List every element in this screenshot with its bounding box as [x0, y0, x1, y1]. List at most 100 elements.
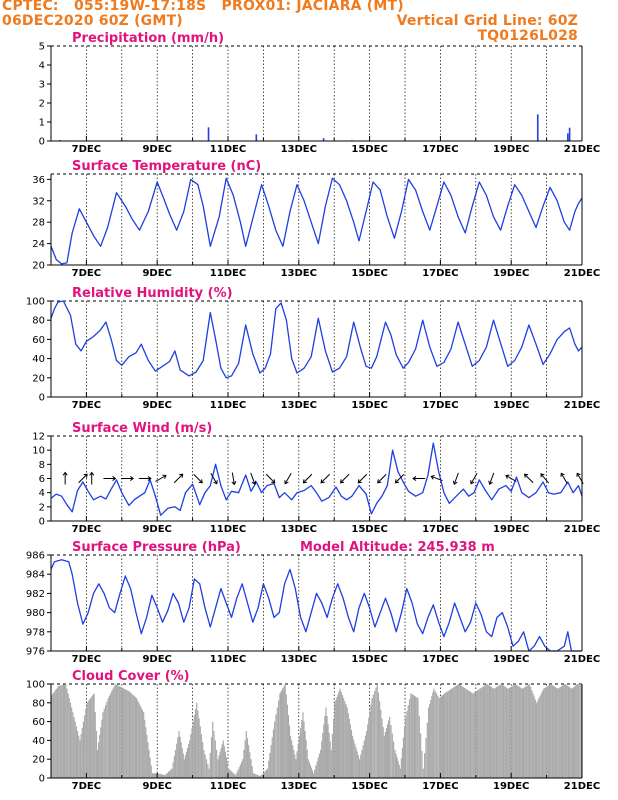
panel-6-cloud-bar [411, 694, 413, 778]
panel-6-cloud-bar [208, 768, 210, 778]
panel-6-cloud-bar [511, 686, 513, 778]
panel-3-x-tick-label: 21DEC [564, 400, 600, 411]
panel-3-y-tick-label: 80 [32, 316, 45, 327]
panel-6-y-tick-label: 100 [26, 680, 45, 691]
panel-6-cloud-bar [221, 744, 223, 778]
panel-6-cloud-bar [197, 710, 199, 778]
panel-1-x-tick-label: 7DEC [72, 144, 101, 155]
panel-6-cloud-bar [345, 704, 347, 778]
panel-6-cloud-bar [388, 720, 390, 778]
panel-6-cloud-bar [307, 759, 309, 778]
panel-6-cloud-bar [99, 734, 101, 778]
panel-6-cloud-bar [58, 685, 60, 778]
wind-arrow-head [231, 481, 237, 486]
panel-6-cloud-bar [146, 734, 148, 778]
panel-6-cloud-bar [451, 688, 453, 778]
wind-arrow-shaft [173, 473, 184, 484]
panel-6-cloud-bar [358, 759, 361, 778]
panel-6-cloud-bar [534, 699, 536, 778]
panel-2-x-tick-label: 13DEC [281, 268, 317, 279]
panel-6-cloud-bar [213, 731, 215, 778]
panel-6-cloud-bar [574, 685, 576, 778]
panel-6-cloud-bar [115, 684, 118, 778]
panel-6-cloud-bar [223, 746, 225, 778]
panel-6-cloud-bar [84, 715, 86, 778]
wind-arrow-shaft [210, 473, 218, 484]
panel-6-cloud-bar [515, 684, 518, 778]
panel-6-cloud-bar [61, 684, 63, 778]
panel-6-cloud-bar [111, 691, 113, 778]
panel-6-cloud-bar [317, 757, 319, 778]
panel-6-cloud-bar [394, 749, 396, 778]
panel-6-cloud-bar [246, 738, 249, 778]
panel-6-cloud-bar [107, 698, 109, 778]
panel-6-cloud-bar [67, 693, 69, 778]
panel-6-cloud-bar [527, 684, 529, 778]
header-model-code: TQ0126L028 [477, 28, 578, 44]
panel-6-cloud-bar [295, 759, 297, 778]
panel-2-title: Surface Temperature (nC) [72, 159, 261, 174]
panel-6-cloud-bar [422, 768, 424, 778]
panel-6-cloud-bar [438, 698, 440, 778]
panel-5-y-tick-label: 980 [26, 608, 45, 619]
panel-6-cloud-bar [55, 689, 57, 778]
panel-6-cloud-bar [95, 731, 98, 778]
panel-6-cloud-bar [498, 685, 500, 778]
panel-1-x-tick-label: 13DEC [281, 144, 317, 155]
panel-6-cloud-bar [137, 700, 139, 778]
panel-6-cloud-bar [410, 693, 412, 778]
panel-6-cloud-bar [370, 704, 372, 778]
panel-6-cloud-bar [249, 752, 251, 778]
panel-6-cloud-bar [339, 688, 341, 778]
wind-arrow-head [251, 480, 257, 485]
panel-6-cloud-bar [493, 688, 495, 778]
panel-6-cloud-bar [199, 726, 201, 778]
panel-5-annotation: Model Altitude: 245.938 m [300, 540, 495, 555]
wind-arrow-head [213, 480, 218, 485]
panel-6-cloud-bar [62, 684, 64, 778]
panel-6-cloud-bar [323, 724, 325, 778]
panel-6-cloud-bar [355, 747, 357, 778]
panel-6-cloud-bar [93, 693, 95, 778]
panel-6-cloud-bar [228, 768, 230, 778]
panel-6-cloud-bar [262, 773, 264, 778]
panel-6-cloud-bar [236, 772, 238, 778]
wind-arrow-head [412, 476, 417, 481]
panel-6-cloud-bar [330, 749, 332, 778]
panel-6-cloud-bar [371, 698, 373, 778]
panel-6-cloud-bar [131, 693, 133, 778]
panel-5-y-tick-label: 976 [26, 647, 45, 658]
panel-6-cloud-bar [525, 686, 527, 778]
panel-6-cloud-bar [225, 757, 228, 778]
panel-1-bar [567, 133, 569, 141]
panel-3-x-tick-label: 9DEC [142, 400, 171, 411]
panel-6-cloud-bar [526, 685, 528, 778]
panel-6-cloud-bar [125, 689, 127, 778]
panel-6-cloud-bar [245, 731, 247, 778]
panel-6-y-tick-label: 80 [32, 698, 45, 709]
panel-6-cloud-bar [157, 773, 159, 778]
panel-6-cloud-bar [243, 749, 245, 778]
panel-6-cloud-bar [73, 716, 75, 778]
panel-4-y-tick-label: 6 [39, 474, 45, 485]
panel-6-cloud-bar [219, 751, 221, 778]
panel-6-cloud-bar [421, 750, 423, 778]
panel-6-cloud-bar [501, 684, 503, 778]
panel-6-cloud-bar [408, 699, 411, 778]
panel-4-y-tick-label: 10 [32, 446, 45, 457]
panel-6-cloud-bar [154, 773, 156, 778]
panel-6-cloud-bar [124, 689, 126, 778]
panel-6-cloud-bar [231, 771, 233, 778]
panel-6-cloud-bar [292, 745, 294, 778]
panel-6-cloud-bar [492, 687, 494, 778]
panel-6-cloud-bar [495, 687, 498, 778]
panel-6-cloud-bar [251, 766, 253, 778]
panel-6-cloud-bar [60, 685, 62, 778]
panel-6-cloud-bar [283, 685, 285, 778]
panel-6-cloud-bar [442, 694, 445, 778]
panel-6-cloud-bar [152, 773, 155, 778]
panel-2-y-tick-label: 28 [32, 218, 45, 229]
panel-6-cloud-bar [102, 712, 104, 778]
panel-6-cloud-bar [182, 753, 184, 778]
panel-6-cloud-bar [435, 693, 438, 778]
